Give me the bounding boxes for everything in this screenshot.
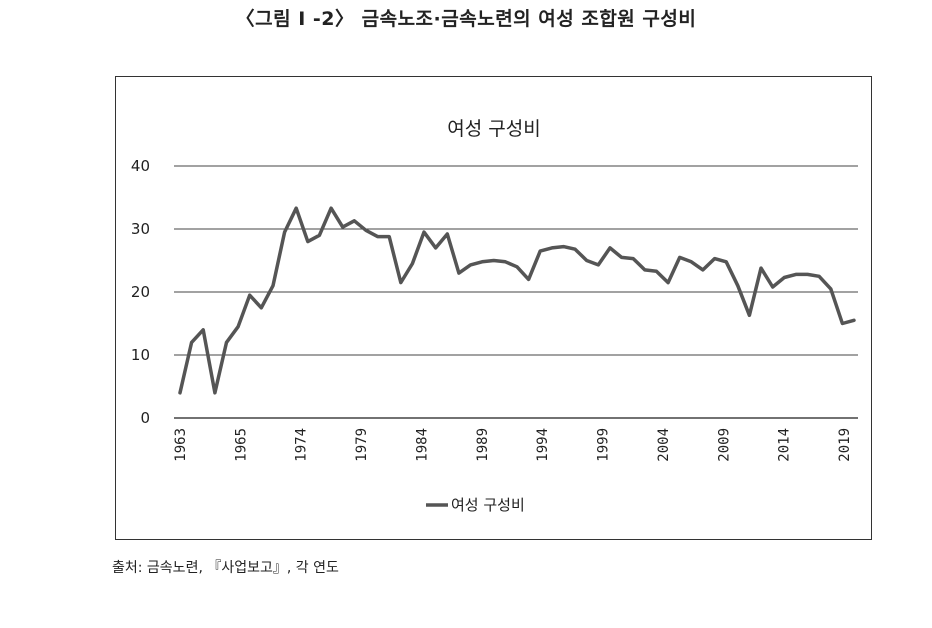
- x-tick-label: 2019: [837, 428, 853, 462]
- x-tick-label: 2004: [656, 428, 672, 462]
- x-tick-label: 2009: [716, 428, 732, 462]
- x-tick-label: 1965: [233, 428, 249, 462]
- x-tick-label: 1974: [294, 428, 310, 462]
- x-tick-label: 1984: [414, 428, 430, 462]
- legend-label: 여성 구성비: [451, 496, 525, 514]
- x-tick-label: 1989: [475, 428, 491, 462]
- chart-frame: 여성 구성비 0 10 20 30 40 1963 1965 1974 1979 1984 198…: [115, 76, 872, 540]
- y-tick-label: 30: [131, 220, 150, 238]
- y-tick-label: 0: [140, 409, 150, 427]
- y-tick-label: 40: [131, 157, 150, 175]
- figure-caption: 〈그림 Ⅰ -2〉 금속노조·금속노련의 여성 조합원 구성비: [235, 8, 697, 30]
- y-tick-label: 20: [131, 283, 150, 301]
- source-note: 출처: 금속노련, 『사업보고』, 각 연도: [112, 560, 339, 576]
- y-tick-label: 10: [131, 346, 150, 364]
- x-tick-label: 1994: [535, 428, 551, 462]
- series-line: [178, 206, 856, 395]
- x-tick-label: 1979: [354, 428, 370, 462]
- x-tick-label: 2014: [777, 428, 793, 462]
- line-chart: 여성 구성비 0 10 20 30 40 1963 1965 1974 1979 1984 198…: [131, 118, 858, 514]
- chart-title: 여성 구성비: [447, 118, 540, 140]
- x-tick-label: 1963: [173, 428, 189, 462]
- x-tick-label: 1999: [596, 428, 612, 462]
